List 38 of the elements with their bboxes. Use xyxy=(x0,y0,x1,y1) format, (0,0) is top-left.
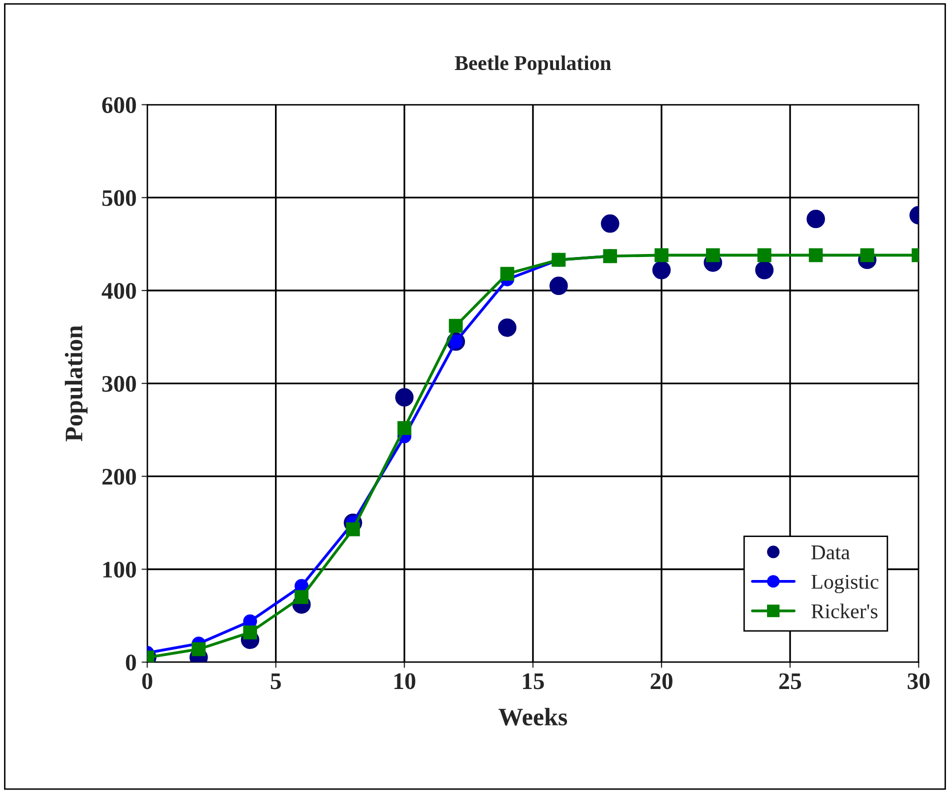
legend-label: Ricker's xyxy=(811,604,878,618)
y-tick-label: 100 xyxy=(103,562,136,578)
point xyxy=(757,248,772,262)
point xyxy=(808,248,823,262)
point xyxy=(652,260,671,280)
y-tick-label: 400 xyxy=(102,282,136,299)
point xyxy=(706,248,720,262)
x-tick-label: 25 xyxy=(779,673,802,690)
x-tick-label: 30 xyxy=(908,673,930,690)
point xyxy=(654,248,668,262)
point xyxy=(498,318,516,337)
point xyxy=(500,266,514,281)
point xyxy=(294,590,308,604)
x-tick-label: 10 xyxy=(394,673,416,690)
y-axis-title: Population xyxy=(64,325,88,442)
x-tick-label: 0 xyxy=(142,673,152,690)
point xyxy=(397,421,412,435)
y-tick-label: 500 xyxy=(102,190,136,206)
point xyxy=(755,260,774,280)
y-tick-label: 600 xyxy=(102,97,136,114)
legend-label: Logistic xyxy=(811,574,878,594)
x-tick-label: 20 xyxy=(650,673,672,690)
point xyxy=(448,318,463,333)
point xyxy=(600,214,620,233)
chart-title: Beetle Population xyxy=(454,55,612,74)
point xyxy=(395,388,414,407)
point xyxy=(806,210,825,228)
point xyxy=(346,522,360,536)
point xyxy=(192,642,206,656)
y-tick-label: 0 xyxy=(126,654,136,671)
x-tick-label: 15 xyxy=(523,673,544,690)
y-tick-label: 200 xyxy=(102,468,136,485)
point xyxy=(549,276,568,296)
legend-label: Data xyxy=(811,546,850,560)
point xyxy=(243,625,258,640)
x-tick-label: 5 xyxy=(270,673,281,690)
x-axis-title: Weeks xyxy=(498,708,568,726)
y-tick-label: 300 xyxy=(102,376,136,392)
